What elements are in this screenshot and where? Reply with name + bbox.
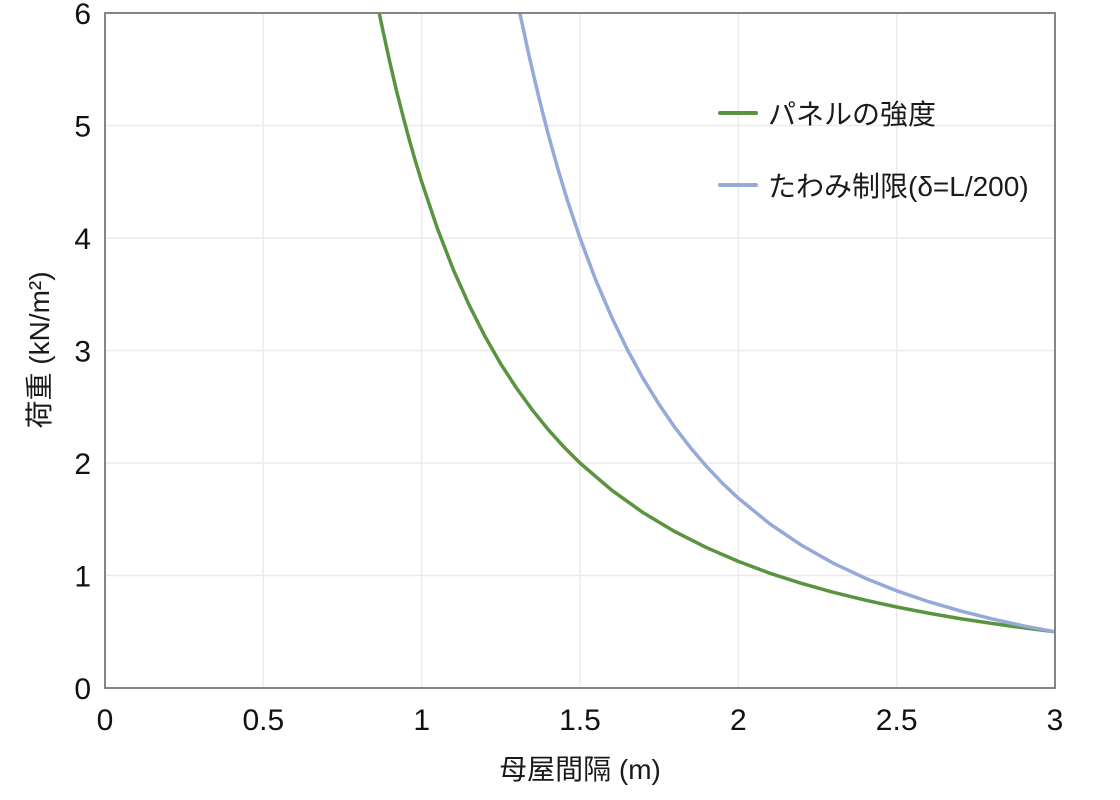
x-tick-label: 0 xyxy=(97,704,114,737)
legend: パネルの強度 たわみ制限(δ=L/200) xyxy=(718,93,1029,237)
y-tick-label: 1 xyxy=(74,561,91,594)
y-tick-label: 0 xyxy=(74,673,91,706)
y-tick-label: 2 xyxy=(74,448,91,481)
legend-item-panel-strength: パネルの強度 xyxy=(718,93,1029,133)
legend-swatch-deflection-limit xyxy=(718,183,758,187)
y-axis-title: 荷重 (kN/m²) xyxy=(24,271,55,429)
x-tick-label: 2 xyxy=(730,704,747,737)
x-tick-label: 1 xyxy=(413,704,430,737)
y-tick-label: 3 xyxy=(74,336,91,369)
x-tick-label: 0.5 xyxy=(242,704,284,737)
x-tick-label: 2.5 xyxy=(876,704,918,737)
legend-swatch-panel-strength xyxy=(718,111,758,115)
y-tick-label: 5 xyxy=(74,111,91,144)
series-line-0 xyxy=(377,13,1055,634)
legend-item-deflection-limit: たわみ制限(δ=L/200) xyxy=(718,165,1029,205)
x-axis-title: 母屋間隔 (m) xyxy=(499,754,661,785)
series-line-1 xyxy=(518,13,1055,634)
y-tick-label: 4 xyxy=(74,223,91,256)
legend-label-deflection-limit: たわみ制限(δ=L/200) xyxy=(768,171,1029,202)
x-tick-label: 1.5 xyxy=(559,704,601,737)
y-tick-label: 6 xyxy=(74,0,91,31)
plot-frame xyxy=(104,12,1056,689)
legend-label-panel-strength: パネルの強度 xyxy=(768,99,937,130)
x-tick-label: 3 xyxy=(1047,704,1064,737)
